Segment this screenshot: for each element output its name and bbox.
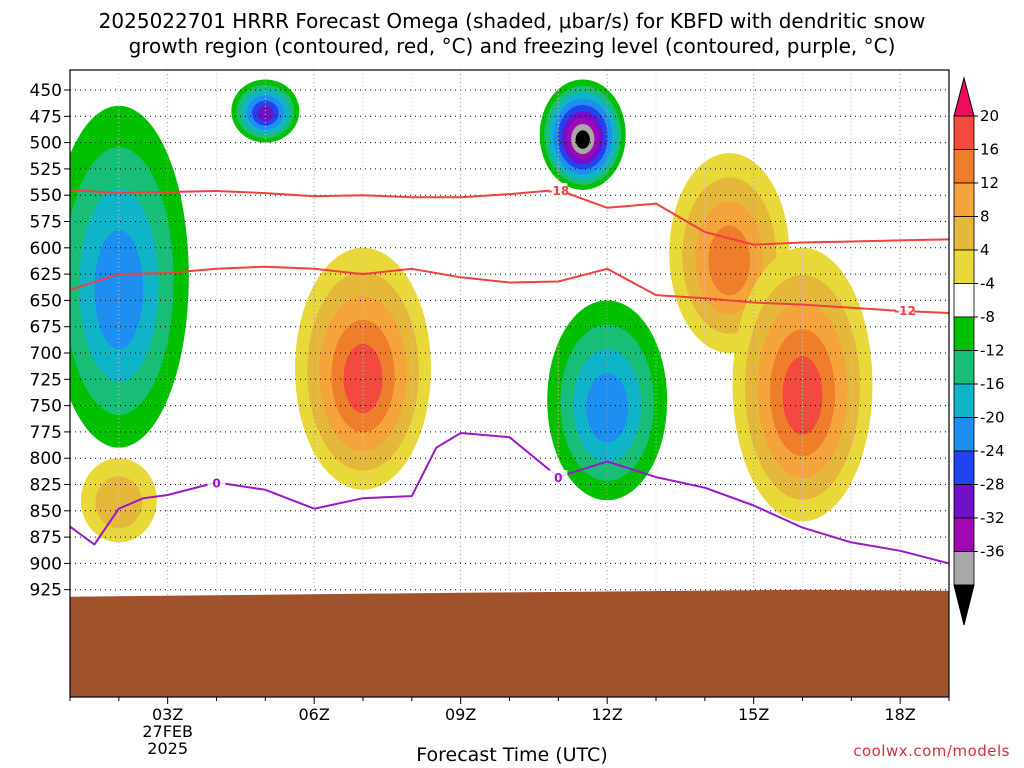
- colorbar-swatch-7: [953, 316, 975, 351]
- dgz-upper-label-bg: [549, 182, 568, 196]
- x-axis-label: Forecast Time (UTC): [416, 744, 608, 766]
- y-tick-label-700: 700: [30, 344, 62, 364]
- y-tick-label-775: 775: [30, 423, 62, 443]
- colorbar-swatch-6: [953, 283, 975, 318]
- omega-band-0-3: [94, 230, 144, 350]
- colorbar-label-9: -20: [980, 409, 1005, 427]
- colorbar-swatch-12: [953, 484, 975, 519]
- colorbar-swatch-14: [953, 551, 975, 586]
- credit-text: coolwx.com/models: [853, 742, 1010, 760]
- colorbar-label-13: -36: [980, 543, 1005, 561]
- omega-band-7-4: [782, 356, 823, 435]
- colorbar-label-12: -32: [980, 509, 1005, 527]
- colorbar-label-6: -8: [980, 308, 995, 326]
- y-tick-label-525: 525: [30, 160, 62, 180]
- freezing-label-1-bg: [207, 475, 226, 489]
- chart-title-line2: growth region (contoured, red, °C) and f…: [128, 34, 896, 58]
- x-tick-label-18Z: 18Z: [885, 705, 916, 724]
- omega-band-2-5: [257, 106, 274, 122]
- dgz-upper-label: -18: [547, 184, 569, 198]
- colorbar-swatch-8: [953, 350, 975, 385]
- freezing-label-1: 0: [212, 476, 220, 490]
- y-tick-label-925: 925: [30, 581, 62, 601]
- y-axis: 450 475 500 525 550 575 600 625 650 675 700 725 750 7…: [30, 81, 70, 601]
- contour-layer: -18 -12 0 0: [70, 182, 949, 565]
- y-tick-label-800: 800: [30, 449, 62, 469]
- x-date-label-0: 27FEB: [142, 722, 193, 741]
- y-tick-label-900: 900: [30, 554, 62, 574]
- y-tick-label-725: 725: [30, 370, 62, 390]
- colorbar-label-4: 4: [980, 241, 990, 259]
- terrain-layer: [70, 589, 949, 697]
- colorbar-label-3: 8: [980, 208, 990, 226]
- grid-layer: [70, 70, 949, 697]
- omega-band-4-8: [575, 130, 590, 149]
- dgz-lower-label: -12: [894, 304, 916, 318]
- x-date-label-1: 2025: [147, 739, 188, 758]
- y-tick-label-850: 850: [30, 502, 62, 522]
- omega-band-5-3: [586, 373, 629, 443]
- colorbar-top-arrow: [953, 76, 975, 117]
- colorbar-label-5: -4: [980, 275, 995, 293]
- freezing-label-2: 0: [554, 471, 562, 485]
- freezing-label-2-bg: [549, 470, 568, 484]
- y-tick-label-750: 750: [30, 397, 62, 417]
- y-tick-label-600: 600: [30, 239, 62, 259]
- x-tick-label-03Z: 03Z: [152, 705, 183, 724]
- colorbar-label-10: -24: [980, 442, 1005, 460]
- y-tick-label-675: 675: [30, 318, 62, 338]
- colorbar-swatch-10: [953, 417, 975, 452]
- y-tick-label-875: 875: [30, 528, 62, 548]
- colorbar-label-0: 20: [980, 107, 999, 125]
- x-tick-label-12Z: 12Z: [592, 705, 623, 724]
- colorbar-swatch-4: [953, 216, 975, 251]
- colorbar-label-11: -28: [980, 476, 1005, 494]
- omega-band-6-3: [708, 225, 751, 296]
- y-tick-label-575: 575: [30, 213, 62, 233]
- y-tick-label-825: 825: [30, 476, 62, 496]
- colorbar-bottom-arrow: [953, 584, 975, 626]
- colorbar-label-8: -16: [980, 375, 1005, 393]
- colorbar-swatch-13: [953, 517, 975, 552]
- colorbar-label-7: -12: [980, 342, 1005, 360]
- colorbar-swatch-5: [953, 249, 975, 284]
- x-tick-label-15Z: 15Z: [738, 705, 769, 724]
- y-tick-label-650: 650: [30, 291, 62, 311]
- y-tick-label-475: 475: [30, 107, 62, 127]
- x-tick-label-06Z: 06Z: [299, 705, 330, 724]
- freezing-level-contour: [70, 432, 949, 565]
- dgz-lower-label-bg: [896, 302, 915, 316]
- colorbar-swatch-1: [953, 115, 975, 150]
- chart-title-line1: 2025022701 HRRR Forecast Omega (shaded, …: [98, 9, 926, 33]
- y-tick-label-500: 500: [30, 134, 62, 154]
- colorbar-swatch-3: [953, 182, 975, 217]
- colorbar-swatch-9: [953, 383, 975, 418]
- omega-shading-layer: [70, 79, 873, 543]
- terrain-fill: [70, 589, 949, 697]
- y-tick-label-450: 450: [30, 81, 62, 101]
- colorbar: 20 16 12 8 4 -4 -8 -12 -16 -20 -24 -28 -32 -36: [953, 76, 1005, 626]
- colorbar-label-2: 12: [980, 174, 999, 192]
- dgz-upper-contour: [70, 188, 949, 246]
- y-tick-label-550: 550: [30, 186, 62, 206]
- colorbar-swatch-2: [953, 149, 975, 184]
- colorbar-label-1: 16: [980, 141, 999, 159]
- dgz-lower-contour: [70, 265, 949, 314]
- colorbar-swatch-11: [953, 450, 975, 485]
- y-tick-label-625: 625: [30, 265, 62, 285]
- x-tick-label-09Z: 09Z: [445, 705, 476, 724]
